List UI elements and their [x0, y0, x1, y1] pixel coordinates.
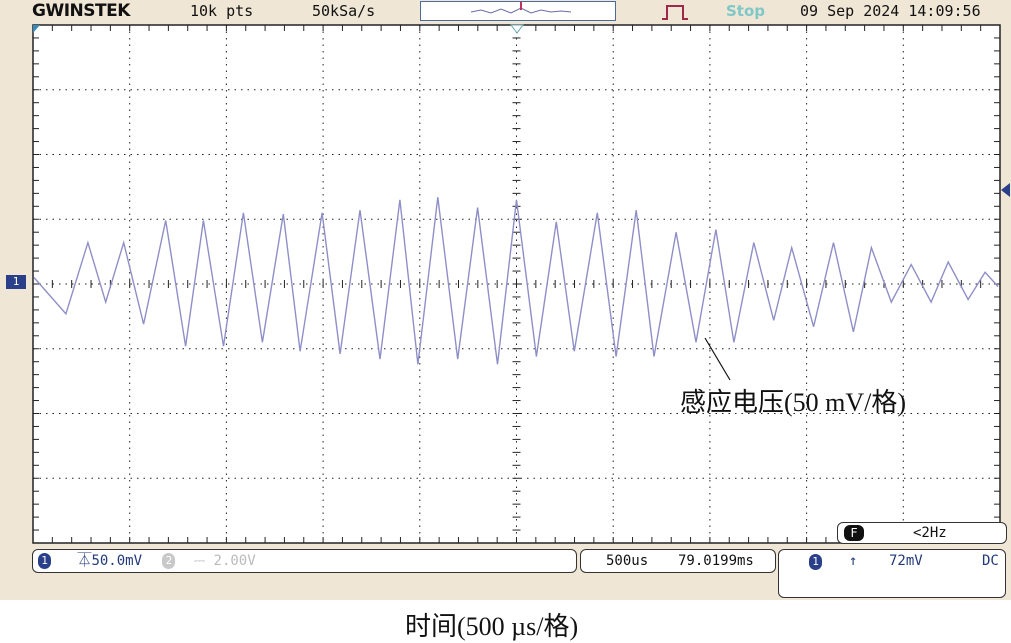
frequency-counter: F <2Hz: [837, 522, 1007, 544]
timebase[interactable]: 500us: [606, 553, 649, 569]
ch1-ground-marker[interactable]: 1: [6, 275, 26, 289]
ch1-scale[interactable]: 50.0mV: [91, 553, 143, 569]
ch1-trace: [33, 197, 999, 365]
trigger-coupling[interactable]: DC: [982, 553, 999, 569]
ch2-badge[interactable]: 2: [162, 553, 176, 569]
ch1-coupling-icon: ⏄: [77, 553, 92, 569]
trigger-position-marker: [510, 24, 524, 34]
brand-logo: GWINSTEK: [32, 1, 130, 21]
sample-rate: 50kSa/s: [312, 2, 376, 20]
rising-edge-icon: ↑: [849, 553, 858, 569]
ch1-badge[interactable]: 1: [38, 553, 51, 569]
waveform-plot: [32, 24, 1010, 544]
trigger-source[interactable]: 1: [809, 554, 822, 570]
horizontal-position[interactable]: 79.0199ms: [678, 553, 754, 569]
memory-overview: [420, 1, 616, 21]
freq-badge: F: [844, 525, 864, 541]
trigger-level-marker: [1001, 183, 1010, 197]
ch2-scale[interactable]: 2.00V: [213, 553, 256, 569]
trigger-level[interactable]: 72mV: [889, 553, 923, 569]
annotation-leader: [704, 337, 731, 381]
record-length: 10k pts: [190, 2, 254, 20]
run-state[interactable]: Stop: [726, 2, 766, 20]
frequency-value: <2Hz: [913, 525, 947, 541]
ch2-dc-icon: ⎓: [193, 553, 206, 569]
oscilloscope-screen: GWINSTEK 10k pts 50kSa/s Stop 09 Sep 202…: [0, 0, 1011, 600]
scroll-marker: [33, 25, 40, 33]
voltage-axis-label: 感应电压(50 mV/格): [680, 388, 907, 417]
datetime: 09 Sep 2024 14:09:56: [800, 2, 981, 20]
time-axis-label: 时间(500 µs/格): [405, 612, 579, 641]
channel-status: 1 ⏄50.0mV 2 ⎓ 2.00V: [32, 549, 577, 573]
trigger-status: 1 ↑ 72mV DC: [778, 549, 1006, 598]
trigger-pulse-icon: [662, 5, 688, 20]
timebase-status: 500us 79.0199ms: [580, 549, 776, 573]
grid: [33, 25, 1000, 543]
